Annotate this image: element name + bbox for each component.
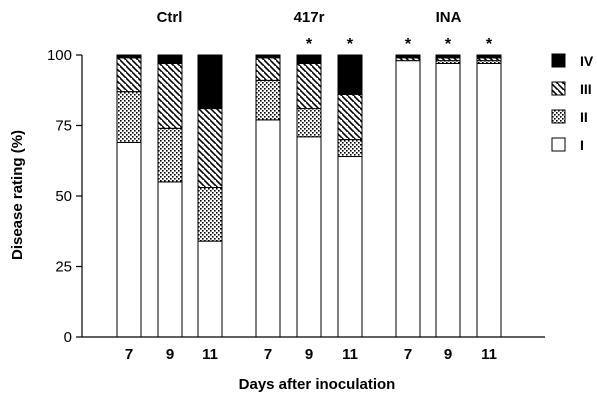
bar-segment-I [337,156,363,338]
bar-segment-IV [296,54,322,64]
bar-segment-IV [197,54,223,110]
bar-segment-II [296,108,322,138]
bar-segment-III [337,93,363,141]
bar-segment-I [197,240,223,338]
group-label: 417r [294,9,325,26]
x-tick-label: 11 [202,346,218,363]
y-tick-label: 75 [55,118,72,135]
bar-stack [476,54,502,338]
bar-segment-II [157,127,183,183]
bar-segment-I [435,62,461,338]
legend-item: II [551,109,588,125]
bar-segment-IV [476,54,502,59]
bar-segment-II [255,79,281,121]
bar-segment-I [116,141,142,338]
bar-stack [116,54,142,338]
x-tick-label: 9 [444,346,452,363]
y-axis-title: Disease rating (%) [9,130,26,260]
significance-star: * [445,36,452,53]
bar-segment-III [116,57,142,93]
x-tick-label: 7 [125,346,133,363]
legend-swatch [551,53,566,68]
legend-label: IV [580,53,594,69]
bar-segment-IV [337,54,363,95]
legend-label: I [580,137,584,153]
bar-segment-IV [395,54,421,59]
bar-segment-III [197,108,223,189]
group-label: INA [436,9,462,26]
legend-label: II [580,109,588,125]
y-tick-label: 50 [55,188,72,205]
bar-segment-IV [116,54,142,59]
bar-segment-II [337,139,363,158]
legend-swatch [551,109,566,124]
bar-segment-III [296,62,322,110]
y-tick-label: 100 [47,47,72,64]
bar-segment-I [395,60,421,338]
bar-segment-II [116,91,142,143]
legend-swatch [551,137,566,152]
bar-stack [157,54,183,338]
legend-swatch [551,81,566,96]
bar-segment-I [157,181,183,338]
x-tick-label: 7 [264,346,272,363]
x-tick-label: 9 [305,346,313,363]
x-tick-label: 9 [166,346,174,363]
significance-star: * [486,36,493,53]
bar-stack [197,54,223,338]
significance-star: * [306,36,313,53]
x-tick-label: 11 [481,346,497,363]
bar-stack [395,54,421,338]
bar-segment-I [255,119,281,338]
significance-markers: * * * * * [306,36,493,53]
bar-segment-I [476,62,502,338]
bar-segment-III [157,62,183,129]
bar-stack [337,54,363,338]
significance-star: * [405,36,412,53]
bar-stack [255,54,281,338]
bar-segment-IV [255,54,281,59]
bar-segment-IV [435,54,461,59]
x-tick-label: 7 [404,346,412,363]
bar-segment-I [296,136,322,338]
bar-segment-IV [157,54,183,64]
legend-item: I [551,137,584,153]
legend-label: III [580,81,592,97]
legend-item: IV [551,53,594,69]
y-axis: 0 25 50 75 100 [47,47,83,346]
legend-item: III [551,81,592,97]
bar-stack [435,54,461,338]
bars [116,54,502,338]
y-tick-label: 25 [55,259,72,276]
x-tick-label: 11 [342,346,358,363]
group-labels: Ctrl 417r INA [157,9,462,26]
bar-segment-III [255,57,281,81]
x-axis-title: Days after inoculation [239,376,396,393]
y-tick-label: 0 [64,329,72,346]
group-label: Ctrl [157,9,183,26]
significance-star: * [347,36,354,53]
x-axis: 7 9 11 7 9 11 7 9 11 [82,336,545,363]
bar-stack [296,54,322,338]
bar-segment-II [197,187,223,242]
